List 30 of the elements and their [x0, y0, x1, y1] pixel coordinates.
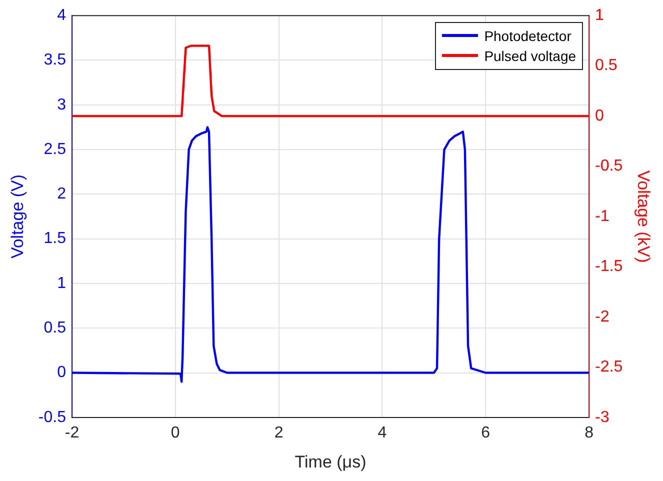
y2-tick-label: 1: [595, 7, 604, 24]
legend-label: Pulsed voltage: [484, 48, 576, 64]
x-tick-label: -2: [64, 424, 80, 442]
x-tick-label: 4: [378, 424, 387, 442]
y-axis-title: Voltage (V): [8, 174, 27, 259]
y2-tick-label: -2: [595, 308, 610, 326]
y2-tick-label: -1.5: [595, 258, 623, 276]
y-tick-label: 1: [57, 274, 66, 292]
y-tick-label: 1.5: [44, 230, 66, 248]
y-tick-label: 2: [57, 186, 66, 203]
y2-tick-label: 0.5: [595, 57, 618, 74]
y2-tick-label: -0.5: [595, 158, 623, 175]
x-tick-label: 8: [584, 424, 594, 442]
x-tick-label: 6: [481, 424, 490, 442]
y2-tick-label: -3: [595, 408, 610, 426]
legend-label: Photodetector: [484, 28, 572, 44]
y-tick-label: 0: [57, 364, 66, 382]
y2-tick-label: 0: [595, 107, 604, 124]
y2-tick-label: -1: [595, 208, 610, 225]
y-tick-label: 0.5: [44, 320, 66, 337]
x-tick-label: 0: [170, 424, 180, 442]
y2-axis-title: Voltage (kV): [634, 170, 654, 263]
y-tick-label: 2.5: [44, 140, 66, 158]
y-tick-label: 3.5: [44, 52, 66, 69]
y-tick-label: 3: [57, 96, 66, 114]
x-axis-title: Time (μs): [294, 452, 366, 472]
x-tick-label: 2: [274, 424, 284, 442]
y-tick-label: 4: [57, 7, 66, 24]
y-tick-label: -0.5: [38, 408, 66, 426]
y2-tick-label: -2.5: [595, 358, 623, 376]
